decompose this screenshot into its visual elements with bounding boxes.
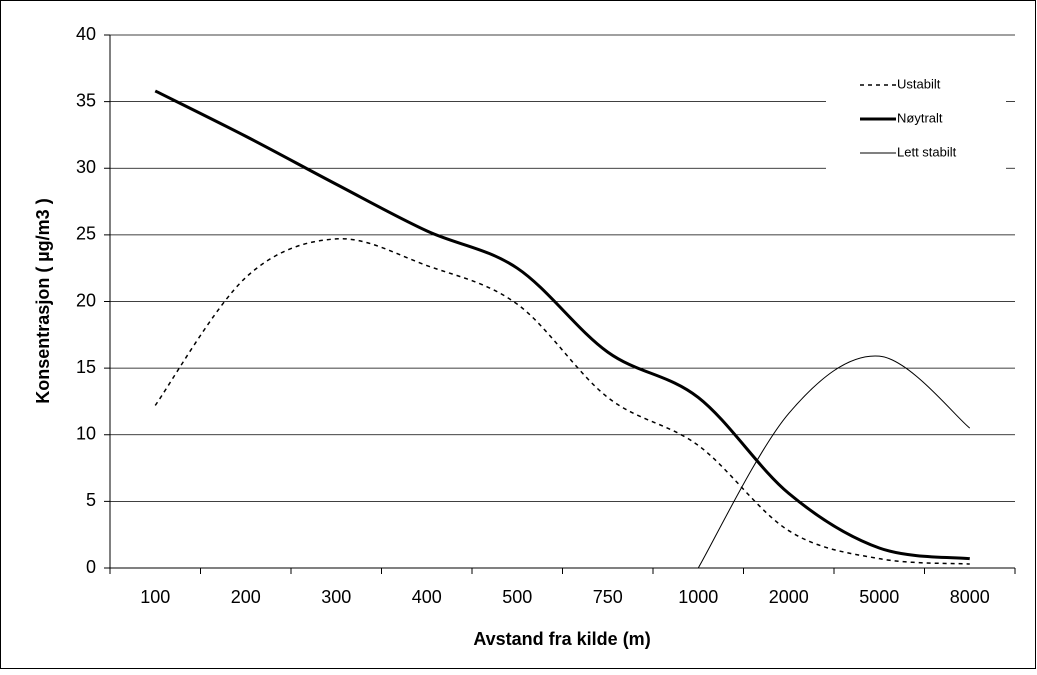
- x-tick-label: 300: [321, 587, 351, 607]
- x-tick-label: 1000: [678, 587, 718, 607]
- legend: [826, 70, 1006, 182]
- x-tick-label: 8000: [950, 587, 990, 607]
- legend-label: Nøytralt: [897, 110, 943, 125]
- y-tick-label: 0: [86, 557, 96, 577]
- x-tick-label: 500: [502, 587, 532, 607]
- legend-label: Lett stabilt: [897, 144, 957, 159]
- y-tick-label: 25: [76, 224, 96, 244]
- x-tick-label: 750: [593, 587, 623, 607]
- x-tick-label: 2000: [769, 587, 809, 607]
- legend-label: Ustabilt: [897, 76, 941, 91]
- x-tick-label: 200: [231, 587, 261, 607]
- y-axis-title: Konsentrasjon ( µg/m3 ): [33, 198, 53, 403]
- y-tick-label: 10: [76, 424, 96, 444]
- x-axis-title: Avstand fra kilde (m): [473, 629, 650, 649]
- series-line: [154, 89, 970, 561]
- x-tick-label: 5000: [859, 587, 899, 607]
- y-tick-label: 20: [76, 290, 96, 310]
- series-line: [154, 238, 970, 565]
- series-line: [697, 355, 971, 569]
- x-tick-label: 400: [412, 587, 442, 607]
- y-tick-label: 35: [76, 90, 96, 110]
- y-tick-label: 5: [86, 490, 96, 510]
- y-tick-label: 40: [76, 24, 96, 44]
- y-tick-label: 30: [76, 157, 96, 177]
- x-tick-label: 100: [140, 587, 170, 607]
- y-tick-label: 15: [76, 357, 96, 377]
